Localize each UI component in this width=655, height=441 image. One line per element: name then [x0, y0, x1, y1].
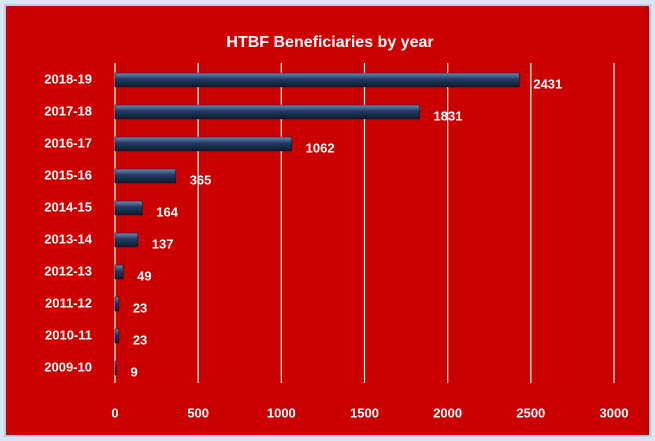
bar [114, 72, 520, 88]
data-label: 365 [190, 172, 212, 187]
y-tick-label: 2017-18 [44, 103, 92, 118]
x-tick-label: 0 [111, 405, 118, 420]
y-tick-label: 2015-16 [44, 167, 92, 182]
data-label: 23 [133, 300, 147, 315]
bar [114, 200, 143, 216]
data-label: 9 [130, 364, 137, 379]
bar [114, 264, 124, 280]
x-tick-label: 1000 [267, 405, 296, 420]
y-tick-label: 2010-11 [45, 327, 92, 342]
data-label: 137 [152, 236, 174, 251]
data-label: 1062 [306, 140, 335, 155]
x-tick-label: 1500 [350, 405, 379, 420]
data-label: 164 [156, 204, 178, 219]
y-tick-label: 2013-14 [44, 231, 92, 246]
y-tick-label: 2018-19 [44, 71, 92, 86]
chart-background [4, 4, 651, 437]
bar [114, 168, 176, 184]
data-label: 49 [137, 268, 151, 283]
bar [114, 328, 120, 344]
y-tick-label: 2016-17 [44, 135, 92, 150]
data-label: 23 [133, 332, 147, 347]
x-tick-label: 2000 [433, 405, 462, 420]
y-tick-label: 2011-12 [45, 295, 92, 310]
data-label: 1831 [434, 108, 463, 123]
bar [114, 136, 292, 152]
x-tick-label: 2500 [516, 405, 545, 420]
y-tick-label: 2009-10 [44, 359, 92, 374]
bar [114, 232, 139, 248]
x-tick-label: 500 [187, 405, 209, 420]
data-label: 2431 [533, 76, 562, 91]
y-tick-label: 2014-15 [44, 199, 92, 214]
bar [114, 104, 420, 120]
x-tick-label: 3000 [600, 405, 629, 420]
bar [114, 360, 117, 376]
bar [114, 296, 120, 312]
y-tick-label: 2012-13 [44, 263, 92, 278]
chart-title: HTBF Beneficiaries by year [226, 34, 433, 51]
